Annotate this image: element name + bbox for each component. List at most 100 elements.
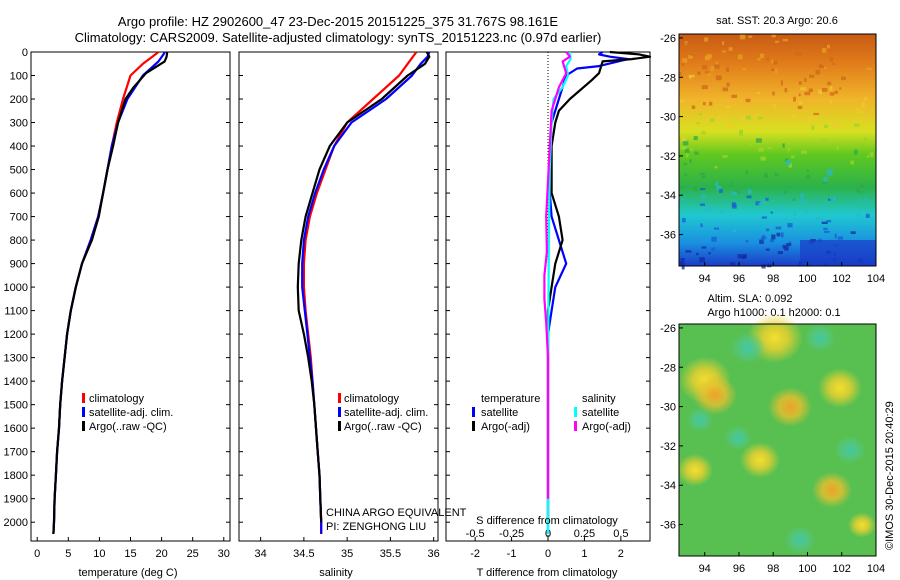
- sst-texture-cell: [697, 71, 701, 75]
- imos-timestamp: ©IMOS 30-Dec-2015 20:40:29: [884, 401, 896, 550]
- map-x-tick-label: 98: [767, 563, 779, 575]
- sst-texture-cell: [699, 172, 705, 176]
- sst-texture-cell: [862, 103, 865, 108]
- legend-marker-argo: [338, 421, 341, 431]
- sst-texture-cell: [774, 68, 778, 74]
- sst-texture-cell: [846, 140, 851, 145]
- x-tick-label: 15: [124, 548, 136, 560]
- sst-texture-cell: [699, 112, 702, 116]
- depth-tick-label: 1400: [4, 376, 28, 388]
- series-line: [52, 51, 169, 534]
- sla-anomaly-blob: [693, 375, 737, 415]
- sst-texture-cell: [742, 254, 747, 259]
- sla-anomaly-blob: [740, 442, 780, 478]
- sst-texture-cell: [800, 199, 806, 204]
- sst-texture-cell: [765, 197, 769, 201]
- plot-frame: [30, 51, 231, 542]
- sst-texture-cell: [818, 89, 822, 95]
- sla-anomaly-blob: [848, 512, 876, 538]
- sst-texture-cell: [787, 147, 791, 152]
- depth-tick-label: 1100: [4, 306, 28, 318]
- depth-tick-label: 700: [10, 212, 28, 224]
- legend-label-argo: Argo(..raw -QC): [89, 421, 167, 433]
- depth-tick-label: 1900: [4, 494, 28, 506]
- sst-texture-cell: [701, 131, 706, 135]
- sst-texture-cell: [702, 65, 708, 70]
- sst-texture-cell: [696, 252, 699, 256]
- x-tick-label: 2: [618, 548, 624, 560]
- sst-texture-cell: [704, 206, 710, 211]
- sst-texture-cell: [684, 173, 687, 177]
- sst-texture-cell: [681, 62, 684, 67]
- legend-label-sal-argo: Argo(-adj): [582, 421, 631, 433]
- series-line: [296, 51, 431, 523]
- sst-texture-cell: [704, 37, 709, 42]
- sst-texture-cell: [813, 112, 819, 115]
- sst-texture-cell: [785, 160, 791, 165]
- sst-texture-cell: [839, 125, 843, 129]
- sst-texture-cell: [679, 99, 684, 103]
- sst-texture-cell: [682, 218, 686, 223]
- top-tick-label: -0.25: [499, 528, 524, 540]
- sst-texture-cell: [721, 50, 726, 53]
- sst-texture-cell: [745, 115, 752, 120]
- sst-texture-cell: [769, 239, 775, 243]
- sst-texture-cell: [830, 196, 836, 201]
- sst-texture-cell: [766, 58, 769, 62]
- sst-texture-cell: [758, 202, 762, 206]
- sla-anomaly-blob: [730, 331, 766, 365]
- sla-anomaly-blob: [818, 368, 862, 408]
- sst-texture-cell: [860, 183, 865, 188]
- sst-texture-cell: [784, 246, 789, 251]
- sst-texture-cell: [762, 237, 765, 243]
- top-tick-label: 0: [545, 528, 551, 540]
- sst-texture-cell: [679, 72, 682, 76]
- sla-anomaly-blob: [768, 387, 812, 427]
- sst-texture-cell: [815, 69, 821, 75]
- sla-map: [677, 312, 877, 557]
- map-x-tick-label: 102: [833, 273, 851, 285]
- sst-texture-cell: [821, 221, 828, 224]
- sst-texture-cell: [737, 254, 743, 259]
- sst-texture-cell: [749, 143, 752, 146]
- legend-marker-sal-argo: [574, 421, 577, 431]
- sst-texture-cell: [762, 234, 765, 238]
- sst-texture-cell: [773, 103, 776, 108]
- sla-anomaly-blob: [834, 435, 866, 465]
- sst-texture-cell: [858, 111, 865, 114]
- sst-texture-cell: [823, 230, 830, 233]
- sst-texture-cell: [680, 261, 685, 266]
- sst-texture-cell: [691, 105, 696, 109]
- sst-texture-cell: [870, 216, 875, 220]
- sst-texture-cell: [685, 42, 690, 46]
- depth-tick-label: 1800: [4, 470, 28, 482]
- sst-texture-cell: [823, 124, 828, 129]
- legend-label-climatology: climatology: [344, 393, 400, 405]
- sst-texture-cell: [702, 175, 706, 179]
- depth-tick-label: 600: [10, 188, 28, 200]
- sst-texture-cell: [804, 91, 811, 96]
- sst-texture-cell: [680, 258, 685, 261]
- sst-texture-cell: [740, 115, 747, 120]
- map-y-tick-label: -34: [660, 190, 676, 202]
- sst-texture-cell: [701, 85, 708, 90]
- sst-texture-cell: [821, 138, 828, 143]
- sst-texture-cell: [780, 80, 783, 86]
- legend-marker-climatology: [338, 393, 341, 403]
- map-y-tick-label: -34: [660, 480, 676, 492]
- sst-texture-cell: [755, 201, 761, 206]
- sst-texture-cell: [713, 64, 720, 69]
- sst-texture-cell: [689, 159, 692, 163]
- sst-texture-cell: [818, 65, 825, 68]
- map-x-tick-label: 100: [798, 563, 816, 575]
- figure-title-line1: Argo profile: HZ 2902600_47 23-Dec-2015 …: [118, 14, 559, 29]
- x-tick-label: 34.5: [293, 548, 314, 560]
- sla-anomaly-blob: [784, 525, 816, 555]
- sst-texture-cell: [866, 155, 870, 158]
- sst-texture-cell: [856, 188, 860, 193]
- sst-texture-cell: [748, 35, 753, 38]
- sst-texture-cell: [685, 153, 689, 158]
- sst-texture-cell: [709, 101, 713, 106]
- sst-texture-cell: [725, 67, 729, 72]
